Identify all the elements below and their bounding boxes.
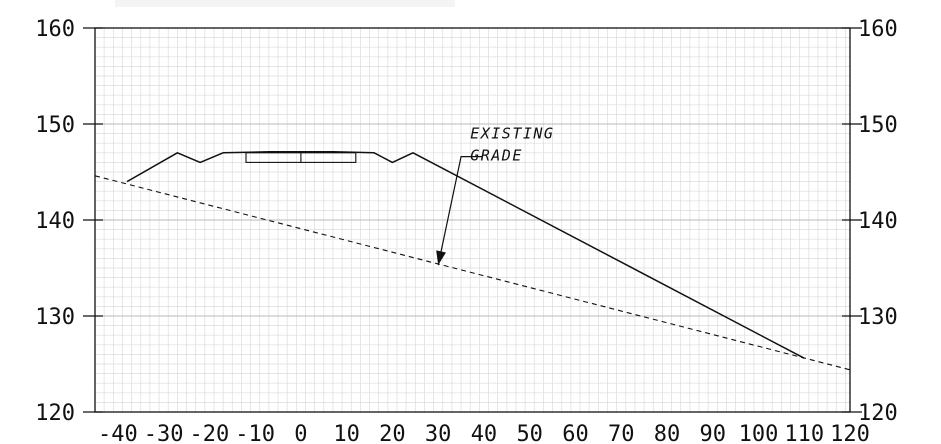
- x-tick-label: 70: [608, 422, 635, 444]
- annotation-label: GRADE: [470, 146, 523, 164]
- annotation-leader: [437, 156, 484, 266]
- x-tick-label: 60: [562, 422, 589, 444]
- y-tick-label-right: 140: [858, 209, 898, 234]
- series-layer: [94, 151, 851, 371]
- header-strip: [115, 0, 455, 7]
- y-tick-label-left: 150: [35, 113, 75, 138]
- x-axis: -40 -30 -20 -10 0 10 20 30 40 50 60 70 80 90 100 110 120: [98, 422, 870, 444]
- x-tick-label: 90: [699, 422, 726, 444]
- y-tick-label-right: 160: [858, 17, 898, 42]
- x-tick-label: 120: [830, 422, 870, 444]
- x-tick-label: -40: [98, 422, 138, 444]
- annotation-layer: EXISTING GRADE: [436, 124, 554, 266]
- x-tick-label: 50: [516, 422, 543, 444]
- y-tick-label-left: 120: [35, 401, 75, 426]
- y-tick-label-right: 150: [858, 113, 898, 138]
- y-tick-label-left: 130: [35, 305, 75, 330]
- x-tick-label: 110: [784, 422, 824, 444]
- arrowhead-icon: [436, 250, 446, 266]
- y-axis-right: 120 130 140 150 160: [842, 17, 898, 426]
- x-tick-label: -20: [190, 422, 230, 444]
- x-tick-label: 0: [294, 422, 307, 444]
- y-axis-left: 120 130 140 150 160: [35, 17, 103, 426]
- x-tick-label: 40: [471, 422, 498, 444]
- x-tick-label: 10: [333, 422, 360, 444]
- existing-grade-line: [94, 175, 851, 371]
- annotation-label: EXISTING: [470, 124, 554, 142]
- x-tick-label: 30: [425, 422, 452, 444]
- y-tick-label-left: 140: [35, 209, 75, 234]
- y-tick-label-left: 160: [35, 17, 75, 42]
- x-tick-label: -30: [144, 422, 184, 444]
- y-tick-label-right: 120: [858, 401, 898, 426]
- y-tick-label-right: 130: [858, 305, 898, 330]
- x-tick-label: 80: [654, 422, 681, 444]
- x-tick-label: 20: [379, 422, 406, 444]
- proposed-section-line: [126, 151, 805, 359]
- x-tick-label: 100: [739, 422, 779, 444]
- x-tick-label: -10: [235, 422, 275, 444]
